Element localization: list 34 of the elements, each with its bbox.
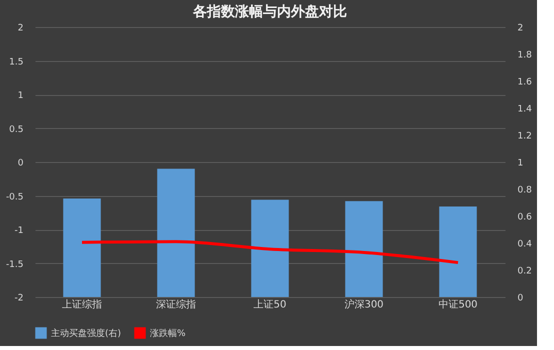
x-tick-label: 沪深300 — [344, 298, 384, 310]
bar — [63, 198, 101, 297]
y-tick-label: -0.5 — [6, 192, 24, 202]
y-tick-label: 2 — [18, 24, 24, 34]
y2-tick-label: 1.4 — [518, 104, 532, 114]
y2-tick-label: 0.6 — [518, 212, 532, 222]
x-tick-label: 上证综指 — [62, 298, 102, 310]
y-tick-label: -2 — [14, 294, 24, 304]
y2-tick-label: 1 — [518, 158, 524, 168]
chart-title: 各指数涨幅与内外盘对比 — [192, 4, 347, 20]
bar — [345, 201, 383, 297]
line-series — [80, 240, 460, 264]
x-tick-label: 深证综指 — [156, 298, 196, 310]
y2-tick-label: 1.2 — [518, 132, 532, 142]
legend-label: 主动买盘强度(右) — [51, 328, 122, 339]
y-tick-label: -1 — [14, 226, 24, 236]
y-tick-label: 1 — [18, 91, 24, 101]
y-tick-label: 0.5 — [9, 124, 24, 135]
x-tick-label: 上证50 — [254, 298, 286, 310]
y2-tick-label: 0 — [518, 294, 524, 304]
bar — [157, 168, 195, 297]
y2-tick-label: 0.8 — [518, 186, 532, 196]
y-tick-label: 1.5 — [9, 57, 24, 68]
y2-tick-label: 1.6 — [518, 78, 532, 88]
bar — [251, 200, 289, 297]
y-tick-label: -1.5 — [6, 260, 24, 270]
y2-tick-label: 2 — [518, 24, 524, 34]
y-tick-label: 0 — [18, 158, 24, 168]
y2-tick-label: 1.8 — [518, 50, 532, 60]
bar — [439, 206, 477, 297]
legend-label: 涨跌幅% — [150, 328, 186, 339]
x-tick-label: 中证500 — [438, 298, 478, 310]
y2-tick-label: 0.2 — [518, 266, 532, 276]
y2-tick-label: 0.4 — [518, 240, 532, 250]
